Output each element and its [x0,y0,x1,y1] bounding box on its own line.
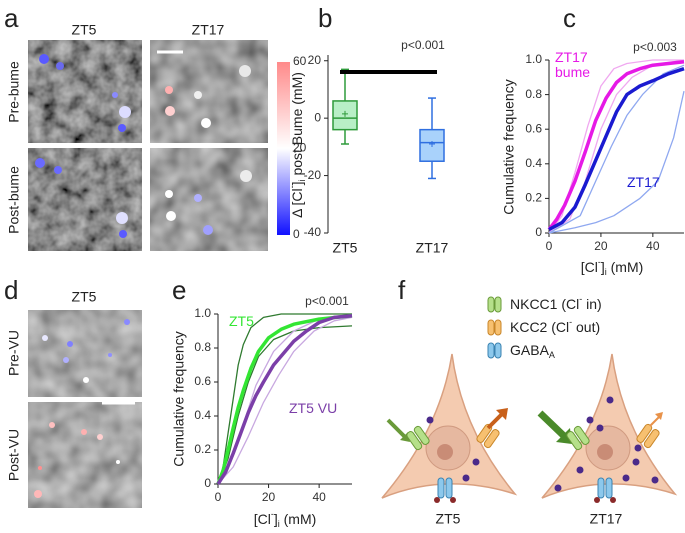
micrograph [28,402,142,508]
y-tick-label: 1.0 [525,52,542,66]
row-label: Post-bume [6,166,22,234]
y-tick-label: -40 [304,225,322,239]
y-tick-label: 0.8 [525,87,542,101]
series-line [216,313,353,485]
x-tick-label: 20 [594,239,608,253]
y-tick-label: 1.0 [194,306,211,320]
column-label: ZT5 [72,289,97,305]
panel-letter: d [4,275,18,305]
y-tick-label: -20 [304,168,322,182]
cell-diagram [537,353,678,503]
series-label-box: ZT17 bume [555,50,591,80]
cell-label: ZT5 [436,511,461,527]
legend-label: NKCC1 (Cl- in) [510,294,602,311]
y-tick-label: 0 [535,225,542,239]
panel-letter: b [318,3,332,33]
series-label: ZT5 VU [289,401,338,416]
mean-marker [429,141,435,147]
y-tick-label: 0.2 [194,442,211,456]
column-label: ZT5 [72,22,97,38]
cells [34,319,130,498]
cell-label: ZT17 [590,511,623,527]
kcc2-icon [487,319,502,336]
series-label: ZT5 [229,314,254,329]
row-label: Pre-bume [6,61,22,123]
x-tick-label: ZT5 [333,240,358,256]
row-label: Pre-VU [6,330,22,376]
colorbar-scale [277,62,290,235]
series-line [548,67,685,232]
column-label: ZT17 [192,22,225,38]
y-axis-label: Cumulative frequency [501,79,517,214]
x-axis-label: [Cl-]i (mM) [581,257,644,277]
y-tick-label: 0.2 [525,191,542,205]
annotation: p<0.003 [633,40,677,54]
gabaa-icon [487,342,502,359]
annotation: p<0.001 [305,294,349,308]
cell-diagram [381,353,518,503]
micrograph-grid [28,310,142,508]
series-label-box: ZT5 VU [289,401,338,416]
x-axis-label: [Cl-]i (mM) [254,509,317,529]
x-tick-label: 0 [546,239,553,253]
trace-line [548,90,685,234]
panel-letter: c [563,3,576,33]
legend-label: KCC2 (Cl- out) [510,317,600,334]
series-label-box: ZT17 [627,175,660,190]
y-tick-label: 0.4 [525,156,542,170]
y-tick-label: 0 [204,476,211,490]
y-axis-label: Δ [Cl-]i post Bume (mM) [287,72,307,218]
colorbar-tick-label: 20 [293,141,307,155]
trace-line [217,313,352,485]
panel-letter: f [398,275,406,305]
series-label: ZT17 [627,175,660,190]
y-tick-label: 0.6 [194,374,211,388]
colorbar-tick-label: 0 [293,227,300,241]
y-tick-label: 0 [314,110,321,124]
nkcc1-icon [487,296,502,313]
x-tick-label: 40 [312,490,326,504]
y-tick-label: 0.6 [525,121,542,135]
y-tick-label: 0.4 [194,408,211,422]
series-label-box: ZT5 [229,314,254,329]
series-line [547,59,685,231]
micrograph-grid [28,40,268,251]
panel-letter: e [172,275,186,305]
row-label: Post-VU [6,429,22,481]
cells [35,54,252,238]
legend: NKCC1 (Cl- in) KCC2 (Cl- out) GABAA [487,294,602,361]
y-tick-label: 20 [308,53,322,67]
mean-marker [342,110,348,117]
x-tick-label: 40 [646,239,660,253]
series-line [216,313,353,485]
micrograph [150,148,268,251]
trace-line [217,316,353,485]
x-tick-label: 0 [215,490,222,504]
colorbar-tick-label: 60 [293,54,307,68]
x-tick-label: ZT17 [416,240,449,256]
annotation: p<0.001 [401,38,445,52]
panel-letter: a [4,3,19,33]
y-axis-label: Cumulative frequency [171,331,187,466]
series-label: ZT17 bume [555,50,591,80]
legend-label: GABAA [510,342,555,361]
x-tick-label: 20 [262,490,276,504]
y-tick-label: 0.8 [194,340,211,354]
colorbar: 0 20 60 [277,54,307,241]
